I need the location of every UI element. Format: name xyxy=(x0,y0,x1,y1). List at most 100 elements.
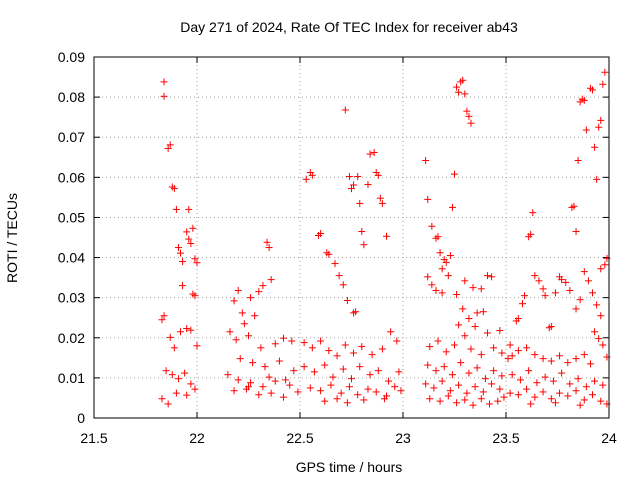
data-point xyxy=(333,395,341,403)
data-point xyxy=(434,337,442,345)
data-point xyxy=(255,391,263,399)
data-point xyxy=(158,316,166,324)
data-point xyxy=(166,141,174,149)
data-point xyxy=(576,401,584,409)
data-point xyxy=(451,170,458,178)
y-tick-label: 0.02 xyxy=(58,330,85,346)
data-point xyxy=(580,351,588,359)
data-point xyxy=(597,116,605,124)
data-point xyxy=(317,229,325,237)
data-point xyxy=(170,185,178,193)
data-point xyxy=(226,328,234,336)
data-point xyxy=(463,107,471,115)
data-point xyxy=(310,368,318,376)
data-point xyxy=(343,399,351,407)
data-point xyxy=(481,375,489,383)
data-point xyxy=(378,199,386,207)
chart-title: Day 271 of 2024, Rate Of TEC Index for r… xyxy=(180,19,518,35)
data-point xyxy=(584,277,592,285)
data-point xyxy=(428,222,436,230)
data-point xyxy=(506,341,514,349)
data-point xyxy=(597,397,605,405)
data-point xyxy=(525,367,533,375)
data-point xyxy=(358,227,366,235)
data-point xyxy=(224,371,232,379)
data-point xyxy=(168,371,176,379)
data-point xyxy=(514,315,522,323)
data-point xyxy=(166,333,174,341)
data-point xyxy=(496,385,504,393)
y-tick-label: 0.05 xyxy=(58,209,85,225)
data-point xyxy=(183,228,191,236)
data-point xyxy=(570,202,578,210)
data-point xyxy=(477,351,485,359)
data-point xyxy=(245,332,252,340)
data-point xyxy=(430,384,438,392)
data-point xyxy=(455,321,463,329)
data-point xyxy=(366,150,374,158)
data-point xyxy=(516,376,524,384)
data-point xyxy=(582,383,590,391)
data-point xyxy=(444,272,452,280)
x-axis-label: GPS time / hours xyxy=(296,459,403,475)
data-point xyxy=(438,265,446,273)
data-point xyxy=(591,377,599,385)
data-point xyxy=(160,92,168,100)
data-point xyxy=(356,199,364,207)
data-point xyxy=(234,286,242,294)
data-point xyxy=(174,244,182,252)
data-point xyxy=(556,352,564,360)
data-point xyxy=(325,347,333,355)
data-point xyxy=(191,385,199,393)
data-point xyxy=(477,285,485,293)
data-point xyxy=(490,344,498,352)
data-point xyxy=(234,376,242,384)
data-point xyxy=(422,156,430,164)
data-point xyxy=(469,284,477,292)
data-point xyxy=(479,308,487,316)
data-point xyxy=(370,148,378,156)
data-point xyxy=(170,344,178,352)
data-point xyxy=(290,367,298,375)
data-point xyxy=(601,261,609,269)
data-point xyxy=(271,377,279,385)
x-tick-label: 21.5 xyxy=(80,430,107,446)
data-point xyxy=(541,292,549,300)
data-point xyxy=(306,384,314,392)
data-point xyxy=(465,369,473,377)
data-point xyxy=(364,385,372,393)
data-point xyxy=(354,391,362,399)
data-point xyxy=(240,320,248,328)
data-point xyxy=(589,289,597,297)
data-point xyxy=(551,289,559,297)
data-point xyxy=(486,400,494,408)
data-point xyxy=(533,379,541,387)
data-point xyxy=(463,389,471,397)
data-point xyxy=(580,268,588,276)
data-point xyxy=(259,383,267,391)
data-point xyxy=(461,90,469,98)
data-point xyxy=(267,276,275,284)
data-point xyxy=(483,329,491,337)
data-point xyxy=(372,388,380,396)
data-point xyxy=(514,391,522,399)
data-point xyxy=(236,355,244,363)
grid-lines xyxy=(94,57,609,418)
data-point xyxy=(527,230,535,238)
data-point xyxy=(589,391,597,399)
data-point xyxy=(498,372,506,380)
data-point xyxy=(523,385,531,393)
data-point xyxy=(333,352,341,360)
data-point xyxy=(230,297,238,305)
data-point xyxy=(564,359,572,367)
data-point xyxy=(473,364,481,372)
data-point xyxy=(191,292,199,300)
y-tick-label: 0.04 xyxy=(58,250,85,266)
data-point xyxy=(354,173,362,181)
y-tick-label: 0.03 xyxy=(58,290,85,306)
data-point xyxy=(321,361,329,369)
data-point xyxy=(527,400,535,408)
data-point xyxy=(599,80,607,88)
data-point xyxy=(247,294,255,302)
data-point xyxy=(350,349,358,357)
